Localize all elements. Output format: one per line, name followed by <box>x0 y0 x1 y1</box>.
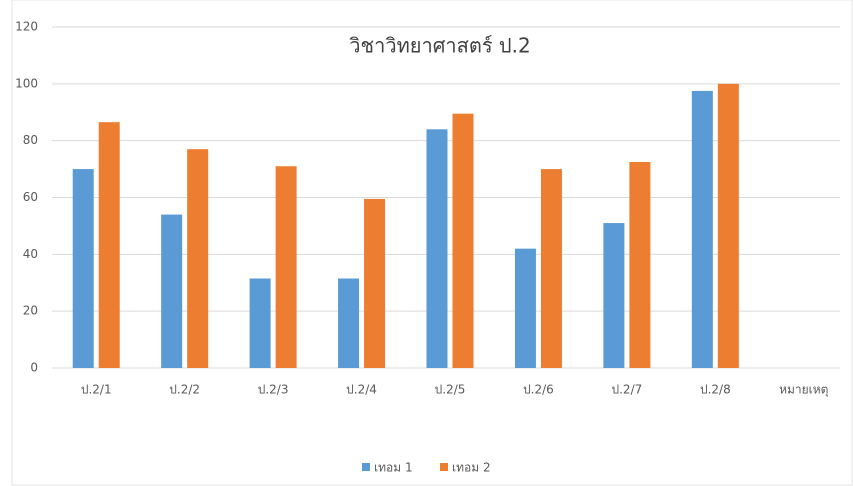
bar <box>452 113 474 368</box>
bar <box>275 166 297 368</box>
legend-label: เทอม 1 <box>374 461 413 475</box>
x-tick-label: ป.2/1 <box>81 383 112 397</box>
y-tick-label: 120 <box>15 20 38 34</box>
y-tick-label: 80 <box>23 133 38 147</box>
x-tick-label: หมายเหตุ <box>779 383 828 398</box>
x-tick-label: ป.2/7 <box>612 383 643 397</box>
bar <box>603 223 625 368</box>
bar <box>514 248 536 368</box>
bar <box>717 83 739 368</box>
y-tick-label: 0 <box>30 361 38 375</box>
bar <box>540 169 562 368</box>
x-tick-label: ป.2/6 <box>523 383 554 397</box>
y-tick-label: 40 <box>23 247 38 261</box>
x-tick-label: ป.2/2 <box>169 383 200 397</box>
bar <box>364 198 386 368</box>
legend-label: เทอม 2 <box>452 461 491 475</box>
y-tick-label: 20 <box>23 304 38 318</box>
bar <box>72 169 94 368</box>
bar <box>98 122 120 368</box>
y-tick-label: 60 <box>23 190 38 204</box>
y-tick-label: 100 <box>15 76 38 90</box>
bar <box>629 161 651 368</box>
legend-swatch <box>362 463 370 471</box>
legend-swatch <box>440 463 448 471</box>
chart-title: วิชาวิทยาศาสตร์ ป.2 <box>349 34 530 58</box>
bar <box>426 129 448 368</box>
bar <box>161 214 183 368</box>
bar <box>338 278 360 368</box>
bar <box>187 149 209 368</box>
x-tick-label: ป.2/4 <box>346 383 377 397</box>
bar <box>691 90 713 368</box>
bar <box>249 278 271 368</box>
x-tick-label: ป.2/5 <box>435 383 466 397</box>
x-tick-label: ป.2/3 <box>258 383 289 397</box>
x-tick-label: ป.2/8 <box>700 383 731 397</box>
